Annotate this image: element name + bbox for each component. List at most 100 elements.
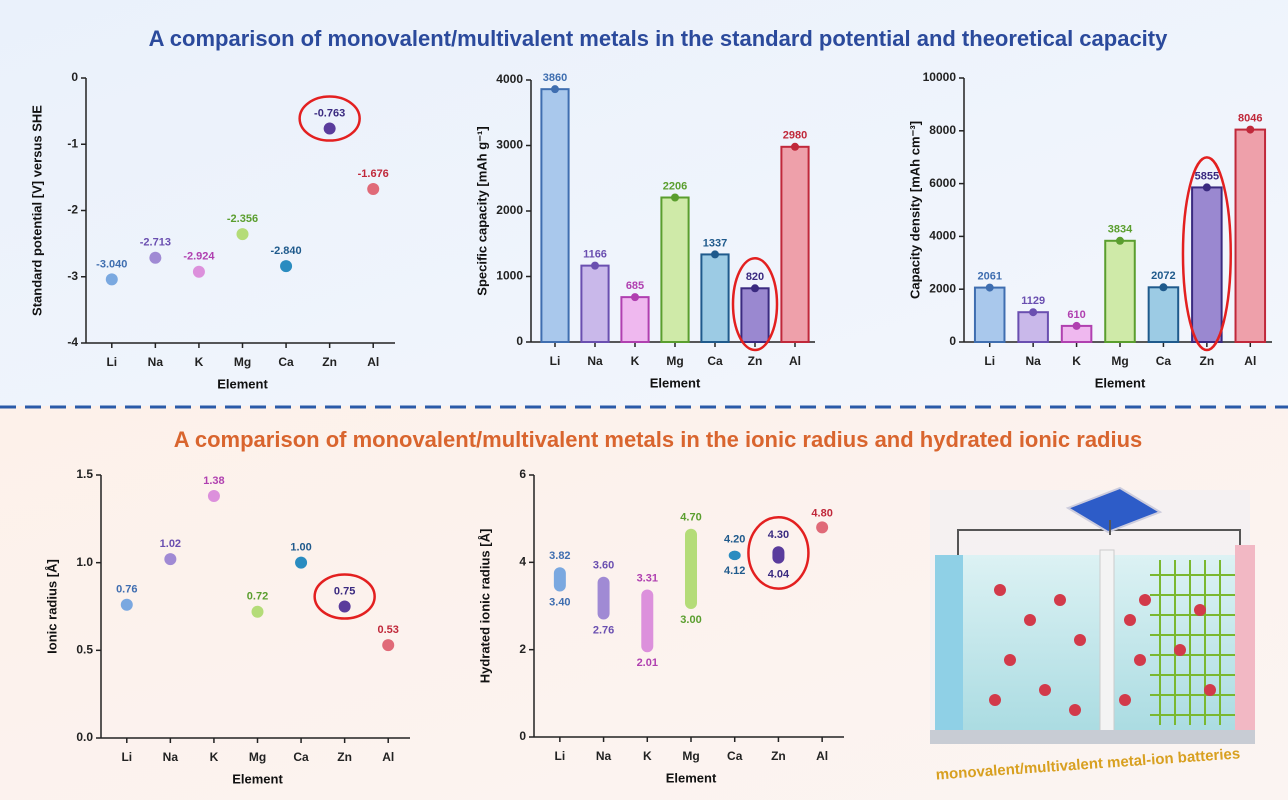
value-label: -2.356 [227,213,258,225]
range-bar [728,550,741,561]
value-label: 610 [1067,309,1085,321]
value-label: 3.31 [637,572,658,584]
x-tick-label: K [195,355,204,369]
value-label: 1.00 [290,542,311,554]
y-tick-label: -4 [67,335,78,349]
y-tick-label: 0 [71,70,78,84]
bar [780,145,810,343]
wire [957,529,1241,555]
y-axis-label: Standard potential [V] versus SHE [29,105,44,316]
data-point [280,260,293,273]
y-tick-label: 0.5 [76,643,93,657]
base [930,730,1255,744]
y-tick-label: 0 [519,729,526,743]
x-tick-label: K [1072,354,1081,368]
section-title: A comparison of monovalent/multivalent m… [174,427,1143,452]
x-tick-label: Ca [727,749,743,763]
y-tick-label: 2000 [929,281,956,295]
cathode [1235,545,1255,730]
bar [620,296,650,344]
y-tick-label: 4 [519,555,526,569]
y-tick-label: 1000 [496,269,523,283]
value-label: 1166 [583,249,607,261]
data-point [295,556,308,569]
ions [989,584,1216,716]
value-label: 1337 [703,237,727,249]
value-label: -2.840 [270,245,301,257]
value-label: 4.20 [724,534,745,546]
x-tick-label: K [643,749,652,763]
value-label: 0.53 [378,624,399,636]
value-label: 4.12 [724,565,745,577]
bar [1147,286,1180,343]
bar-top-dot [1072,321,1081,330]
bar-top-dot [711,250,719,259]
x-tick-label: Al [382,750,394,764]
y-tick-label: 6000 [929,176,956,190]
bar [973,286,1006,343]
x-tick-label: Na [163,750,179,764]
y-tick-label: 2 [519,642,526,656]
bar [1234,128,1267,343]
x-tick-label: Na [596,749,612,763]
bar-top-dot [671,193,679,202]
x-tick-label: Al [789,354,801,368]
x-tick-label: Li [555,749,566,763]
x-tick-label: Ca [278,355,294,369]
x-tick-label: K [210,750,219,764]
value-label: 0.75 [334,585,355,597]
separator [1099,549,1115,736]
x-tick-label: Na [587,354,603,368]
x-tick-label: Li [106,355,117,369]
x-tick-label: Ca [707,354,723,368]
data-point [164,553,177,566]
data-point [816,521,829,534]
bar-top-dot [1246,125,1255,134]
battery-illustration [930,486,1255,744]
value-label: 1129 [1021,295,1045,307]
y-tick-label: -3 [67,269,78,283]
y-axis-label: Capacity density [mAh cm⁻³] [907,121,922,299]
x-axis-label: Element [666,770,717,785]
value-label: 4.30 [768,529,789,541]
section-title: A comparison of monovalent/multivalent m… [149,26,1168,51]
data-point [207,490,220,503]
bar-top-dot [1116,236,1124,245]
range-bar [772,546,785,564]
value-label: 820 [746,271,764,283]
y-tick-label: 2000 [496,203,523,217]
highlight-ring [1181,156,1232,352]
solar-panel [1065,486,1163,534]
value-label: 3.00 [680,614,701,626]
value-label: 2.76 [593,624,614,636]
top-background [0,0,1288,406]
value-label: 3860 [543,72,567,84]
value-label: 5855 [1195,170,1219,182]
data-point [149,251,162,264]
x-tick-label: Zn [1200,354,1215,368]
data-point [251,605,264,618]
value-label: 3.82 [549,550,570,562]
bar [1191,186,1223,343]
y-tick-label: 1.5 [76,467,93,481]
bar-top-dot [551,85,559,94]
x-tick-label: Na [148,355,164,369]
x-axis-label: Element [1095,375,1146,390]
x-tick-label: Mg [1111,354,1128,368]
y-tick-label: 0.0 [76,730,93,744]
bar-top-dot [1159,283,1168,292]
bar [700,253,730,343]
value-label: -0.763 [314,107,345,119]
data-point [236,228,249,241]
value-label: -3.040 [96,258,127,270]
value-label: 3.60 [593,560,614,572]
x-tick-label: Al [367,355,379,369]
bar [660,196,690,343]
bar-top-dot [1029,308,1038,317]
x-tick-label: Li [984,354,995,368]
value-label: 2061 [977,270,1001,282]
x-tick-label: Mg [682,749,699,763]
x-axis-label: Element [232,771,283,786]
x-tick-label: Mg [666,354,683,368]
